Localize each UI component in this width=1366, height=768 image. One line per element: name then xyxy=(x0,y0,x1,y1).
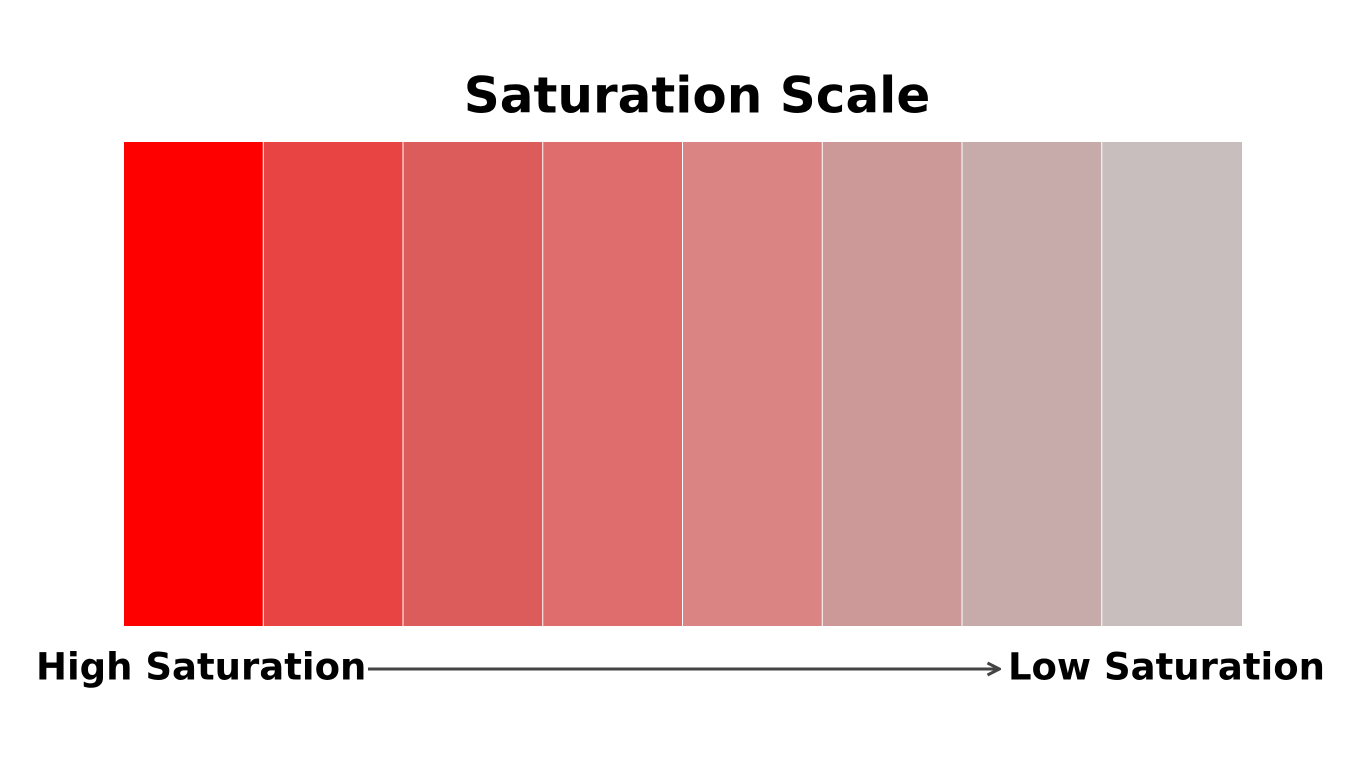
right-label: Low Saturation xyxy=(1008,646,1325,689)
title: Saturation Scale xyxy=(464,67,930,125)
swatch xyxy=(1102,142,1242,626)
swatch xyxy=(124,142,263,626)
swatch-row xyxy=(124,142,1242,626)
swatch xyxy=(263,142,403,626)
swatch xyxy=(403,142,543,626)
swatch xyxy=(822,142,962,626)
left-label: High Saturation xyxy=(36,646,366,689)
swatch xyxy=(543,142,682,626)
swatch xyxy=(962,142,1102,626)
swatch xyxy=(683,142,822,626)
